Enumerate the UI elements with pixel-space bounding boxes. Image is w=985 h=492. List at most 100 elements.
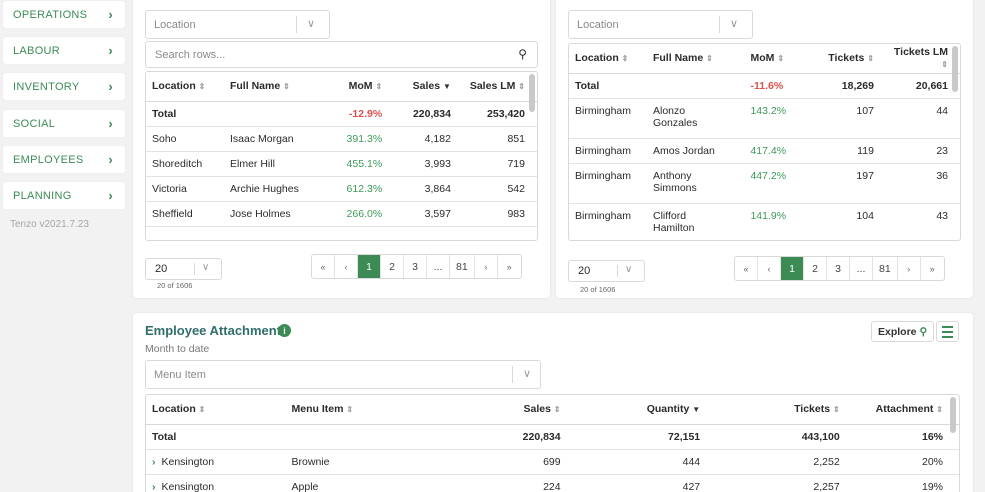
sort-icon: ⇕ (375, 82, 383, 92)
explore-button[interactable]: Explore ⚲ (871, 321, 935, 342)
table-row[interactable]: › Kensington Apple 224 427 2,257 19% (146, 474, 959, 492)
page-ellipsis: ... (850, 257, 873, 280)
table-row-total: Total -12.9% 220,834 253,420 (146, 101, 537, 127)
column-header-attachment[interactable]: Attachment ⇕ (845, 395, 959, 425)
sort-icon: ⇕ (198, 82, 206, 92)
scrollbar-thumb[interactable] (952, 46, 958, 92)
location-select[interactable]: Location ∨ (568, 10, 753, 39)
search-icon[interactable]: ⚲ (518, 47, 527, 61)
menu-item-placeholder: Menu Item (154, 368, 206, 381)
page-size-value: 20 (155, 263, 168, 275)
column-header-quantity[interactable]: Quantity ▼ (566, 395, 707, 425)
column-header-tickets[interactable]: Tickets ⇕ (706, 395, 846, 425)
column-header-menu-item[interactable]: Menu Item ⇕ (285, 395, 428, 425)
location-select[interactable]: Location ∨ (145, 10, 330, 39)
page-button-3[interactable]: 3 (827, 257, 850, 280)
column-header-sales[interactable]: Sales ▼ (388, 72, 457, 102)
select-separator (617, 265, 618, 277)
scrollbar-thumb[interactable] (529, 74, 535, 112)
scrollbar-thumb[interactable] (950, 397, 956, 433)
page-button-81[interactable]: 81 (873, 257, 898, 280)
table-row: Victoria Archie Hughes 612.3% 3,864 542 (146, 176, 537, 202)
chevron-right-icon: › (108, 43, 113, 58)
attachment-table: Location ⇕ Menu Item ⇕ Sales ⇕ Quantity … (145, 394, 960, 492)
column-header-location[interactable]: Location ⇕ (146, 395, 286, 425)
column-header-mom[interactable]: MoM ⇕ (324, 72, 389, 102)
page-button-2[interactable]: 2 (381, 255, 404, 278)
chevron-down-icon: ∨ (730, 18, 739, 30)
chevron-down-icon: ∨ (523, 368, 532, 380)
tickets-table: Location ⇕ Full Name ⇕ MoM ⇕ Tickets ⇕ T… (568, 43, 961, 241)
first-page-button[interactable]: « (312, 255, 335, 278)
page-size-value: 20 (578, 265, 591, 277)
info-icon[interactable]: i (278, 324, 291, 337)
last-page-button[interactable]: » (506, 261, 512, 272)
sort-icon: ⇕ (867, 54, 874, 64)
app-version: Tenzo v2021.7.23 (10, 219, 89, 230)
sort-desc-icon: ▼ (692, 405, 701, 415)
sort-icon: ⇕ (283, 82, 290, 92)
table-row: Birmingham Amos Jordan 417.4% 119 23 (569, 138, 960, 164)
next-page-button[interactable]: › (475, 255, 498, 278)
search-icon: ⚲ (919, 325, 928, 338)
last-page-button[interactable]: » (929, 263, 935, 274)
column-header-location[interactable]: Location ⇕ (569, 44, 647, 74)
column-header-sales-lm[interactable]: Sales LM ⇕ (456, 72, 537, 102)
chevron-right-icon: › (108, 7, 113, 22)
table-row: Soho Isaac Morgan 391.3% 4,182 851 (146, 126, 537, 152)
hamburger-menu-button[interactable] (936, 321, 959, 342)
menu-item-select[interactable]: Menu Item ∨ (145, 360, 541, 389)
sidebar-item-label: PLANNING (13, 189, 72, 202)
table-row[interactable]: › Kensington Brownie 699 444 2,252 20% (146, 449, 959, 475)
page-button-2[interactable]: 2 (804, 257, 827, 280)
row-count: 20 of 1606 (157, 281, 193, 290)
sidebar-item-social[interactable]: SOCIAL › (3, 110, 125, 137)
tickets-mom-card: Location ∨ Location ⇕ Full Name ⇕ MoM ⇕ … (556, 0, 973, 298)
page-button-1[interactable]: 1 (781, 257, 804, 280)
sort-icon: ⇕ (936, 405, 943, 415)
chevron-right-icon: › (108, 188, 113, 203)
sidebar-item-inventory[interactable]: INVENTORY › (3, 73, 125, 100)
cell-sales: 220,834 (388, 101, 457, 127)
table-row: Birmingham Alonzo Gonzales 143.2% 107 44 (569, 98, 960, 139)
page-ellipsis: ... (427, 255, 450, 278)
employee-attachment-card: Employee Attachment i Month to date Expl… (133, 313, 973, 492)
first-page-button[interactable]: « (735, 257, 758, 280)
page-button-3[interactable]: 3 (404, 255, 427, 278)
pagination: « ‹ 1 2 3 ... 81 › » (311, 254, 522, 279)
column-header-tickets[interactable]: Tickets ⇕ (814, 44, 880, 74)
location-select-placeholder: Location (577, 18, 619, 31)
column-header-mom[interactable]: MoM ⇕ (744, 44, 815, 74)
column-header-tickets-lm[interactable]: Tickets LM ⇕ (879, 44, 960, 74)
card-subtitle: Month to date (145, 343, 210, 355)
table-row: Shoreditch Elmer Hill 455.1% 3,993 719 (146, 151, 537, 177)
expand-row-icon[interactable]: › (152, 480, 156, 492)
column-header-location[interactable]: Location ⇕ (146, 72, 224, 102)
sidebar-item-planning[interactable]: PLANNING › (3, 182, 125, 209)
prev-page-button[interactable]: ‹ (335, 255, 358, 278)
sidebar-item-employees[interactable]: EMPLOYEES › (3, 146, 125, 173)
sidebar-item-operations[interactable]: OPERATIONS › (3, 1, 125, 28)
prev-page-button[interactable]: ‹ (758, 257, 781, 280)
chevron-right-icon: › (108, 79, 113, 94)
card-title: Employee Attachment (145, 323, 282, 338)
search-input[interactable]: Search rows... ⚲ (145, 41, 538, 68)
page-button-81[interactable]: 81 (450, 255, 475, 278)
chevron-right-icon: › (108, 152, 113, 167)
explore-label: Explore (878, 325, 917, 338)
next-page-button[interactable]: › (898, 257, 921, 280)
column-header-sales[interactable]: Sales ⇕ (427, 395, 567, 425)
page-button-1[interactable]: 1 (358, 255, 381, 278)
page-size-select[interactable]: 20 ∨ (568, 260, 645, 282)
page-size-select[interactable]: 20 ∨ (145, 258, 222, 280)
table-header-row: Location ⇕ Full Name ⇕ MoM ⇕ Tickets ⇕ T… (569, 44, 960, 74)
cell-name (223, 101, 325, 127)
column-header-full-name[interactable]: Full Name ⇕ (646, 44, 745, 74)
sidebar-item-label: LABOUR (13, 44, 61, 57)
sort-icon: ⇕ (777, 54, 785, 64)
column-header-full-name[interactable]: Full Name ⇕ (223, 72, 325, 102)
location-select-placeholder: Location (154, 18, 196, 31)
expand-row-icon[interactable]: › (152, 455, 156, 468)
sort-icon: ⇕ (706, 54, 713, 64)
sidebar-item-labour[interactable]: LABOUR › (3, 37, 125, 64)
